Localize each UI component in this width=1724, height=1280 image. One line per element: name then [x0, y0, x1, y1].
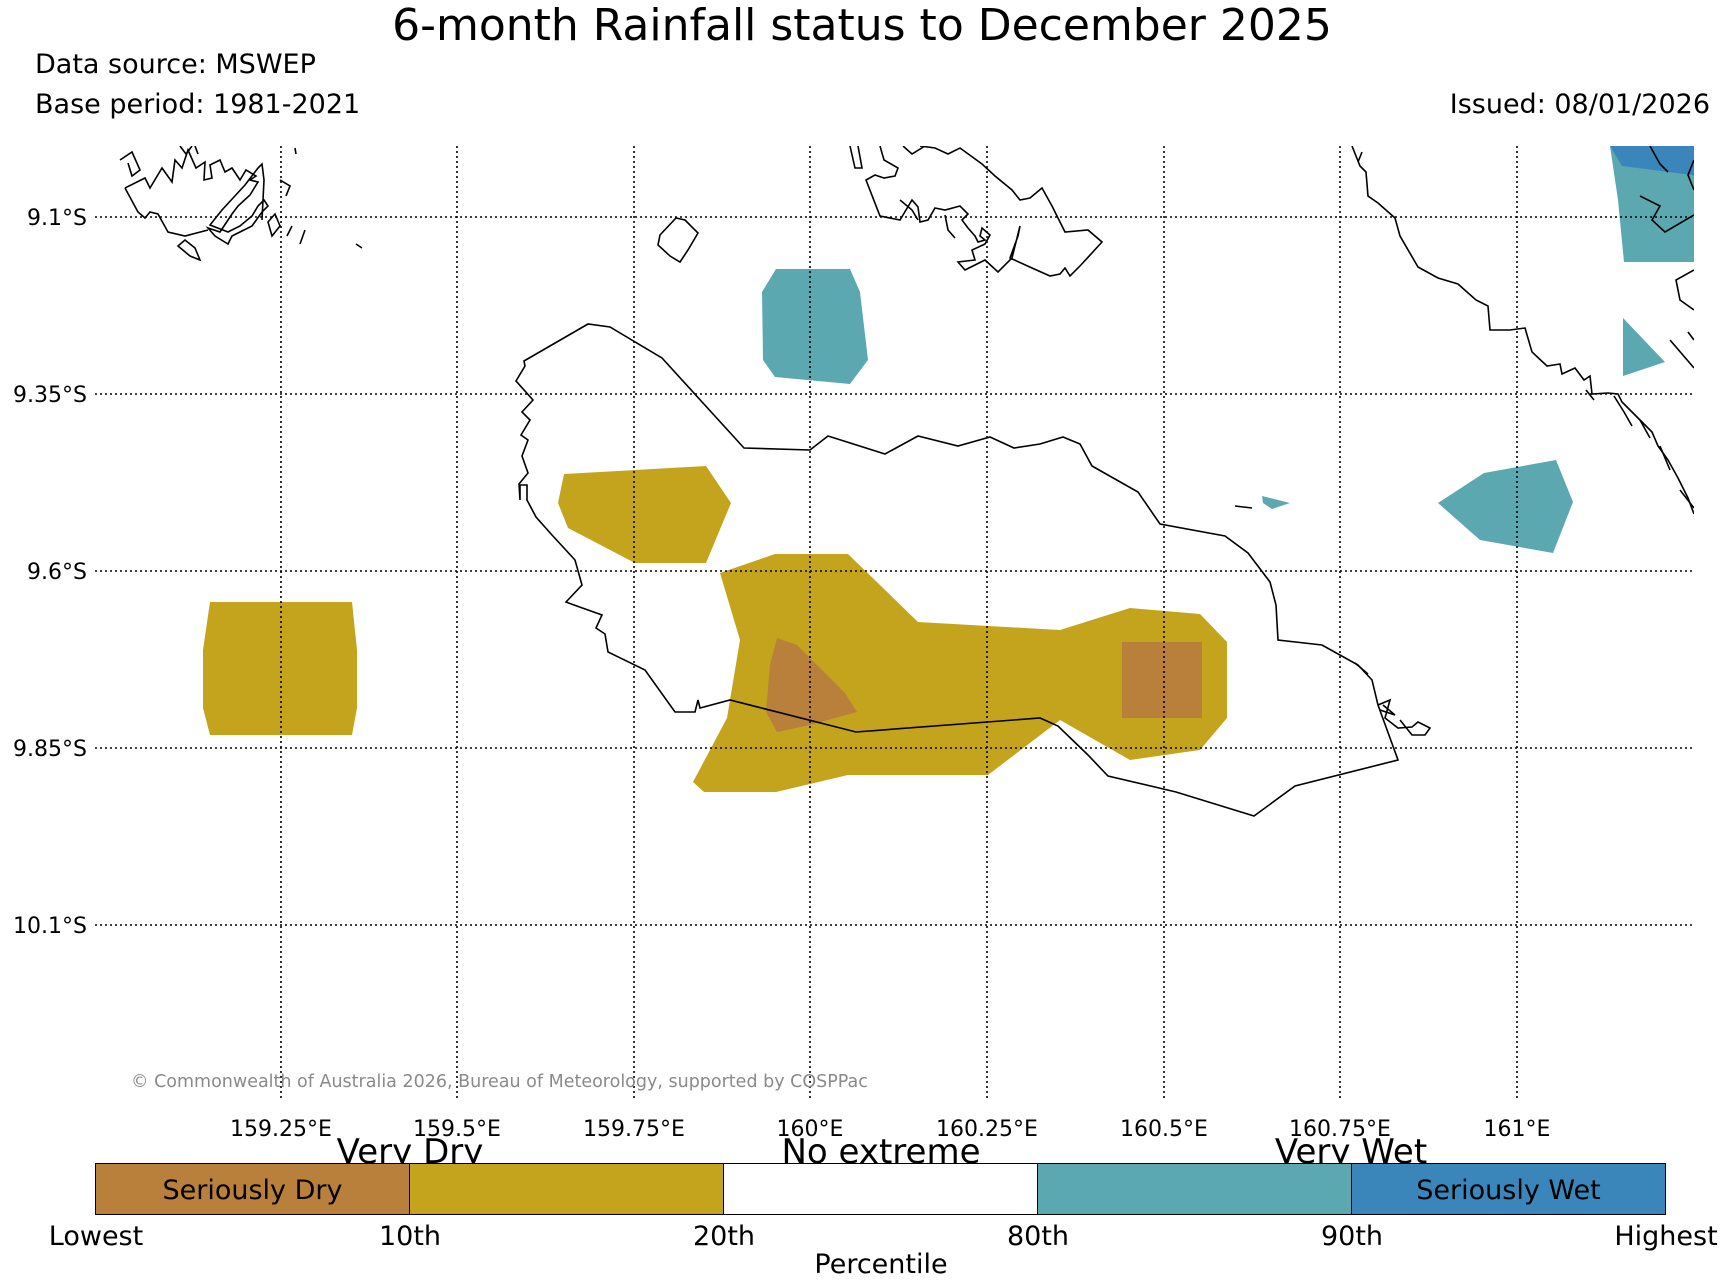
- very-wet-region-northeast-2: [1623, 318, 1665, 376]
- seriously-dry-region-east: [1122, 642, 1202, 718]
- lon-label: 159.25°E: [230, 1117, 332, 1142]
- very-dry-region-north: [558, 466, 731, 563]
- legend-segment-very-wet: [1038, 1164, 1352, 1214]
- very-wet-region-east: [1438, 460, 1573, 553]
- legend-tick: Lowest: [48, 1221, 144, 1252]
- very-wet-region-dot: [1262, 496, 1290, 509]
- very-wet-region-central: [762, 269, 868, 384]
- lat-label: 9.6°S: [27, 560, 87, 585]
- seriously-wet-region-northeast: [1610, 146, 1694, 176]
- legend-segment-no-extreme: [724, 1164, 1038, 1214]
- lat-label: 9.85°S: [13, 737, 87, 762]
- coastlines: [119, 146, 1694, 817]
- lon-label: 160.75°E: [1289, 1117, 1391, 1142]
- base-period-label: Base period: 1981-2021: [35, 89, 361, 120]
- lat-label: 9.35°S: [13, 383, 87, 408]
- rainfall-shading: [203, 146, 1694, 792]
- legend-tick: 10th: [378, 1221, 442, 1252]
- legend-tick: 90th: [1320, 1221, 1384, 1252]
- copyright-notice: © Commonwealth of Australia 2026, Bureau…: [131, 1072, 868, 1092]
- coastline-savo: [657, 217, 700, 264]
- lat-label: 10.1°S: [13, 914, 87, 939]
- legend-tick: Highest: [1614, 1221, 1718, 1252]
- legend-segment-very-dry: [410, 1164, 724, 1214]
- issued-date-label: Issued: 08/01/2026: [1449, 89, 1710, 120]
- seriously-dry-region-west: [766, 638, 857, 732]
- lon-label: 160°E: [777, 1117, 844, 1142]
- lon-label: 161°E: [1484, 1117, 1551, 1142]
- lon-label: 159.5°E: [413, 1117, 501, 1142]
- map-title: 6-month Rainfall status to December 2025: [392, 0, 1332, 51]
- legend-tick: 20th: [692, 1221, 756, 1252]
- lon-label: 160.5°E: [1120, 1117, 1208, 1142]
- coastline-malaita: [1351, 146, 1694, 515]
- legend-axis-label: Percentile: [814, 1249, 948, 1280]
- coastline-russell-islands: [119, 147, 270, 262]
- legend-tick: 80th: [1006, 1221, 1070, 1252]
- legend-segment-seriously-dry: Seriously Dry: [96, 1164, 410, 1214]
- data-source-label: Data source: MSWEP: [35, 49, 316, 80]
- coastline-guadalcanal: [515, 323, 1400, 817]
- lat-label: 9.1°S: [27, 206, 87, 231]
- lon-label: 159.75°E: [583, 1117, 685, 1142]
- gridlines: [95, 146, 1694, 1101]
- coastline-florida-islands: [849, 146, 1104, 278]
- legend-segment-seriously-wet: Seriously Wet: [1352, 1164, 1665, 1214]
- very-dry-region-west: [203, 602, 357, 735]
- percentile-legend: Seriously Dry Seriously Wet: [95, 1163, 1666, 1215]
- lon-label: 160.25°E: [936, 1117, 1038, 1142]
- very-wet-region-northeast: [1610, 146, 1694, 262]
- very-dry-region-main: [693, 554, 1227, 792]
